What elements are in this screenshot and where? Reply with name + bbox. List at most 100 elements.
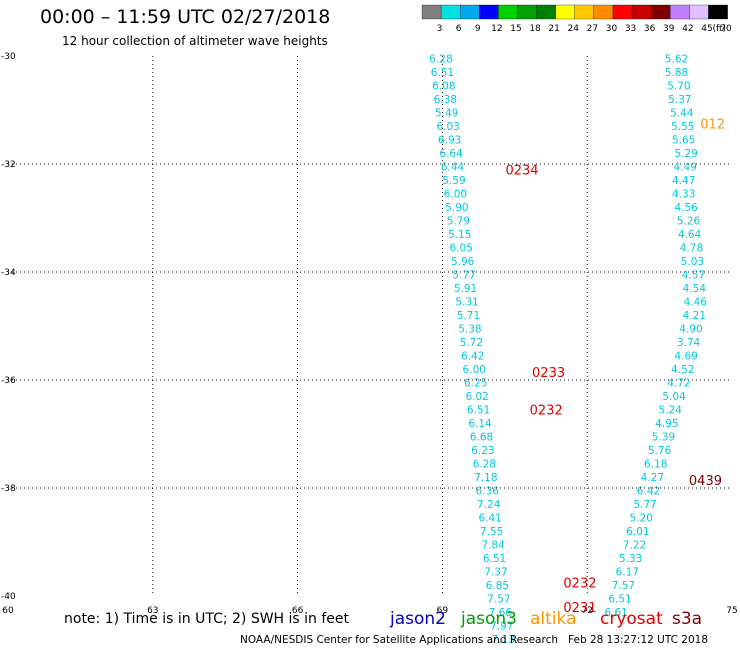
wave-height-label: 5.70	[667, 81, 690, 93]
wave-height-label: 5.65	[672, 135, 695, 147]
wave-height-label: 6.02	[465, 391, 488, 403]
pass-time-label: 0439	[689, 474, 722, 489]
wave-height-label: 5.79	[447, 216, 470, 228]
wave-height-label: 6.51	[431, 67, 454, 79]
colorbar-label: 42	[682, 24, 693, 34]
y-tick-label: -34	[1, 268, 16, 278]
wave-height-label: 4.47	[672, 175, 695, 187]
legend-jason2: jason2	[390, 609, 446, 629]
wave-height-marks: 6.286.516.086.385.496.036.936.646.445.59…	[429, 54, 725, 647]
wave-height-label: 4.49	[673, 162, 696, 174]
wave-height-label: 4.64	[678, 229, 702, 241]
wave-height-label: 7.37	[484, 567, 507, 579]
colorbar-label: 9	[475, 24, 481, 34]
pass-time-label: 0234	[505, 163, 538, 178]
wave-height-label: 4.72	[667, 378, 690, 390]
wave-height-label: 6.93	[438, 135, 461, 147]
wave-height-label: 4.78	[680, 243, 703, 255]
colorbar-swatch	[612, 4, 633, 20]
pass-time-label: 0233	[532, 366, 565, 381]
wave-height-label: 6.42	[461, 351, 484, 363]
pass-time-label: 012	[700, 118, 725, 133]
legend-altika: altika	[530, 609, 577, 629]
x-tick-label: 72	[581, 606, 592, 616]
y-tick-label: -30	[1, 52, 16, 62]
colorbar-swatch	[593, 4, 614, 20]
wave-height-label: 5.24	[659, 405, 683, 417]
x-tick-label: 60	[2, 606, 14, 616]
wave-height-label: 6.01	[626, 526, 649, 538]
wave-height-label: 6.51	[483, 553, 506, 565]
wave-height-label: 7.97	[490, 621, 513, 633]
colorbar-swatch	[670, 4, 690, 20]
colorbar-swatch	[421, 4, 442, 20]
wave-height-label: 4.56	[674, 202, 698, 214]
wave-height-label: 5.62	[665, 54, 688, 66]
colorbar-label: 12	[491, 24, 502, 34]
wave-height-label: 5.72	[460, 337, 483, 349]
wave-height-label: 5.77	[633, 499, 656, 511]
wave-height-label: 5.03	[681, 256, 704, 268]
wave-height-label: 7.22	[623, 540, 646, 552]
pass-time-label: 0231	[563, 601, 596, 616]
chart-title: 00:00 – 11:59 UTC 02/27/2018	[40, 6, 331, 28]
wave-height-label: 6.28	[429, 54, 452, 66]
colorbar-swatch	[536, 4, 556, 20]
wave-height-label: 5.71	[457, 310, 480, 322]
colorbar-label: 6	[456, 24, 462, 34]
x-tick-label: 69	[437, 606, 449, 616]
pass-time-label: 0232	[563, 577, 596, 592]
wave-height-label: 6.38	[434, 94, 457, 106]
wave-height-label: 6.36	[476, 486, 500, 498]
wave-height-label: 6.14	[468, 418, 492, 430]
wave-height-label: 5.38	[458, 324, 481, 336]
wave-height-label: 7.24	[477, 499, 501, 511]
wave-height-label: 5.55	[671, 121, 694, 133]
wave-height-label: 3.74	[677, 337, 701, 349]
wave-height-label: 6.61	[604, 607, 627, 619]
wave-height-label: 4.57	[682, 270, 705, 282]
y-tick-label: -32	[1, 160, 16, 170]
wave-height-label: 5.39	[652, 432, 675, 444]
wave-height-label: 5.76	[648, 445, 672, 457]
wave-height-label: 6.28	[473, 459, 496, 471]
wave-height-label: 6.41	[478, 513, 501, 525]
footer-note: note: 1) Time is in UTC; 2) SWH is in fe…	[64, 611, 350, 627]
wave-height-label: 4.90	[679, 324, 702, 336]
wave-height-label: 6.25	[464, 378, 487, 390]
chart-subtitle: 12 hour collection of altimeter wave hei…	[62, 34, 328, 48]
colorbar-swatch	[460, 4, 480, 20]
wave-height-label: 7.66	[489, 607, 513, 619]
colorbar: 3 6 9 12 15 18 21 24 27 30 33 36 39 42 45 70(ft)	[421, 4, 732, 34]
wave-height-label: 4.46	[684, 297, 708, 309]
wave-height-label: 6.08	[432, 81, 455, 93]
wave-height-label: 4.54	[683, 283, 707, 295]
wave-height-label: 5.88	[665, 67, 688, 79]
colorbar-swatch	[498, 4, 518, 20]
wave-height-label: 4.69	[674, 351, 697, 363]
colorbar-label: 70	[720, 24, 732, 34]
legend-s3a: s3a	[672, 609, 703, 629]
colorbar-swatch	[440, 4, 461, 20]
wave-height-label: 5.15	[448, 229, 471, 241]
legend-cryosat: cryosat	[600, 609, 663, 629]
colorbar-swatch	[689, 4, 709, 20]
colorbar-swatch	[631, 4, 652, 20]
wave-height-label: 4.33	[672, 189, 695, 201]
colorbar-label: 3	[437, 24, 443, 34]
grid	[8, 56, 732, 596]
y-tick-label: -36	[1, 376, 16, 386]
wave-height-label: 6.64	[439, 148, 463, 160]
y-tick-label: -40	[1, 592, 16, 602]
wave-height-label: 7.13	[492, 634, 515, 646]
colorbar-swatch	[517, 4, 537, 20]
colorbar-swatch	[574, 4, 595, 20]
x-tick-label: 75	[726, 606, 737, 616]
wave-height-label: 4.21	[683, 310, 706, 322]
colorbar-label: 15	[510, 24, 521, 34]
wave-height-label: 6.00	[444, 189, 467, 201]
wave-height-label: 5.96	[451, 256, 475, 268]
wave-height-label: 5.44	[670, 108, 694, 120]
wave-height-label: 6.18	[644, 459, 667, 471]
